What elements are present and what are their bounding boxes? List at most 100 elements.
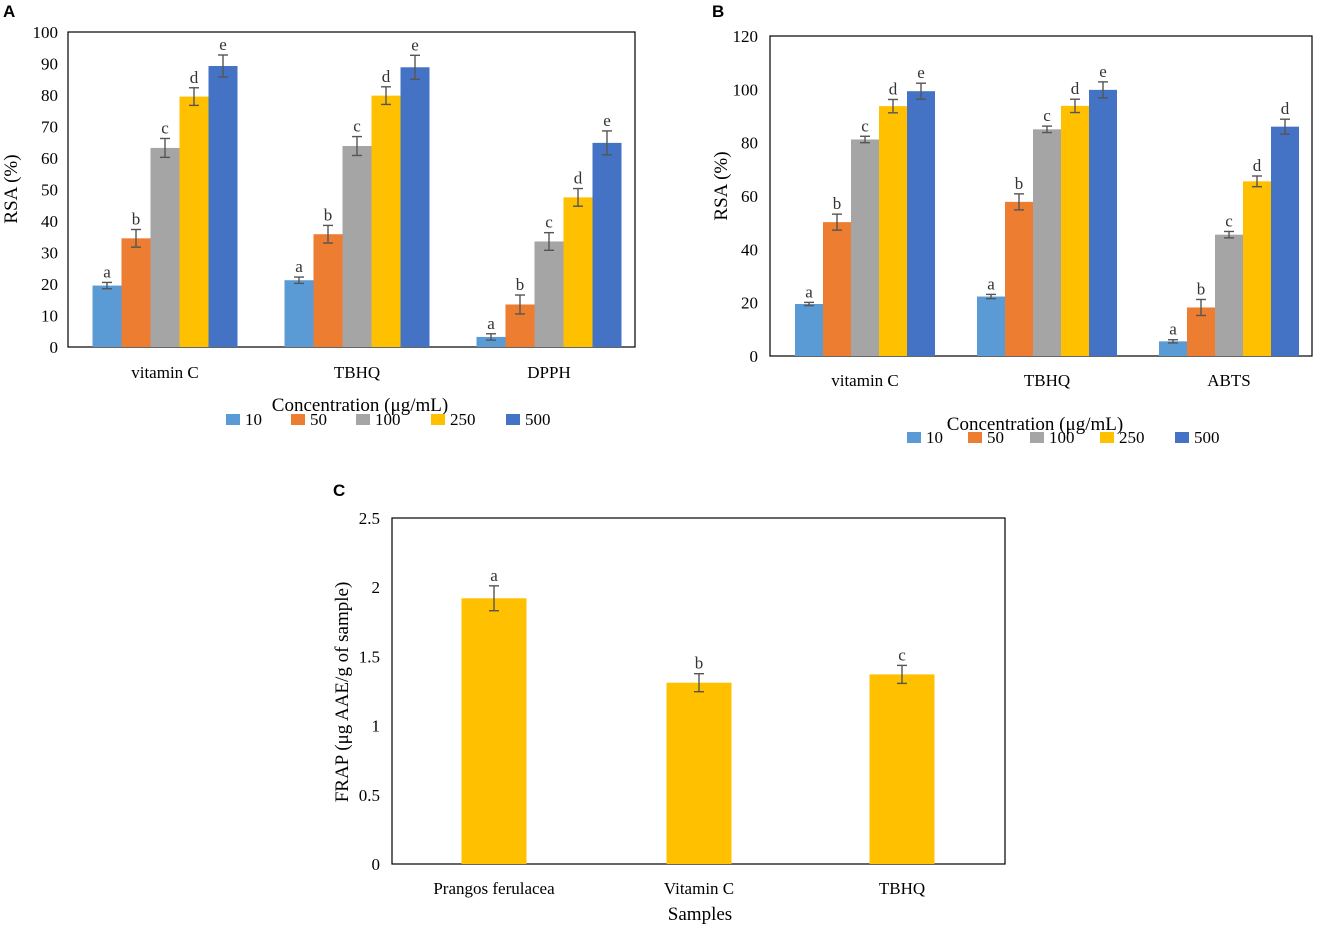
legend-swatch [291, 414, 305, 425]
y-tick-label: 70 [41, 118, 58, 137]
y-tick-label: 30 [41, 244, 58, 263]
y-tick-label: 40 [41, 212, 58, 231]
significance-label: c [898, 645, 906, 664]
significance-label: d [574, 169, 583, 188]
significance-label: b [833, 194, 842, 213]
legend-swatch [1030, 432, 1044, 443]
significance-label: a [1169, 320, 1177, 339]
significance-label: c [861, 116, 869, 135]
significance-label: e [603, 111, 611, 130]
panel-a-bars: a b c d e a b c d e a b c d e [92, 35, 622, 348]
y-tick-label: 2 [372, 578, 381, 597]
y-tick-label: 1 [372, 717, 381, 736]
significance-label: d [889, 79, 898, 98]
y-tick-label: 1.5 [359, 647, 380, 666]
bar [476, 336, 506, 347]
bar [1005, 201, 1033, 356]
bar [208, 66, 238, 348]
panel-c-chart: C 0 0.5 1 1.5 2 2.5 a b c Prangos ferulacea Vita… [332, 481, 1006, 925]
significance-label: d [1253, 156, 1262, 175]
bar [1061, 105, 1089, 356]
bar [313, 234, 343, 347]
legend-swatch [226, 414, 240, 425]
panel-b-y-ticks: 0 20 40 60 80 100 120 [733, 27, 759, 366]
significance-label: a [295, 257, 303, 276]
legend-label: 500 [1194, 428, 1220, 447]
significance-label: a [987, 274, 995, 293]
significance-label: e [219, 35, 227, 54]
y-tick-label: 0 [750, 347, 759, 366]
significance-label: c [1225, 211, 1233, 230]
significance-label: a [487, 314, 495, 333]
legend-swatch [506, 414, 520, 425]
significance-label: a [490, 566, 498, 585]
bar [795, 304, 823, 356]
bar [1159, 341, 1187, 356]
y-tick-label: 40 [741, 240, 758, 259]
category-label: TBHQ [334, 363, 380, 382]
panel-b-y-axis-title: RSA (%) [711, 151, 732, 220]
panel-a-chart: A 0 10 20 30 40 50 60 70 80 90 100 a b c d e a b c d e a b c d e… [1, 2, 636, 429]
panel-c-y-axis-title: FRAP (μg AAE/g of sample) [332, 582, 353, 803]
legend-label: 100 [375, 410, 401, 429]
significance-label: c [1043, 106, 1051, 125]
category-label: TBHQ [1024, 371, 1070, 390]
significance-label: b [516, 275, 525, 294]
legend-swatch [907, 432, 921, 443]
significance-label: b [1197, 279, 1206, 298]
panel-a-x-axis-title: Concentration (μg/mL) [272, 395, 448, 416]
bar [371, 95, 401, 347]
bar [1215, 234, 1243, 356]
category-label: DPPH [527, 363, 570, 382]
significance-label: d [382, 67, 391, 86]
bar [534, 241, 564, 347]
panel-a-y-ticks: 0 10 20 30 40 50 60 70 80 90 100 [33, 23, 59, 357]
significance-label: e [1099, 62, 1107, 81]
legend-label: 250 [1119, 428, 1145, 447]
y-tick-label: 60 [741, 187, 758, 206]
bar [666, 682, 732, 864]
panel-c-x-axis-title: Samples [668, 904, 732, 925]
panel-a-letter: A [3, 2, 15, 21]
y-tick-label: 100 [33, 23, 59, 42]
y-tick-label: 60 [41, 149, 58, 168]
bar [977, 296, 1005, 356]
significance-label: b [132, 210, 141, 229]
y-tick-label: 50 [41, 181, 58, 200]
panel-a-category-labels: vitamin C TBHQ DPPH [131, 363, 571, 382]
y-tick-label: 100 [733, 80, 759, 99]
legend-label: 500 [525, 410, 551, 429]
legend-swatch [1175, 432, 1189, 443]
y-tick-label: 10 [41, 307, 58, 326]
category-label: vitamin C [131, 363, 199, 382]
bar [823, 222, 851, 356]
y-tick-label: 20 [41, 275, 58, 294]
bar [179, 96, 209, 347]
bar [1271, 126, 1299, 357]
panel-c-letter: C [333, 481, 345, 500]
category-label: Vitamin C [664, 879, 734, 898]
bar [1089, 89, 1117, 356]
significance-label: b [324, 205, 333, 224]
panel-a-legend: 10 50 100 250 500 [226, 410, 551, 429]
y-tick-label: 80 [41, 86, 58, 105]
bar [869, 674, 935, 864]
category-label: Prangos ferulacea [433, 879, 555, 898]
panel-b-letter: B [712, 2, 724, 21]
significance-label: c [353, 117, 361, 136]
bar [563, 197, 593, 347]
legend-swatch [968, 432, 982, 443]
bar [121, 238, 151, 347]
bar [1033, 129, 1061, 356]
y-tick-label: 2.5 [359, 509, 380, 528]
significance-label: d [1071, 79, 1080, 98]
legend-label: 10 [926, 428, 943, 447]
panel-c-y-ticks: 0 0.5 1 1.5 2 2.5 [359, 509, 380, 874]
panel-c-bars: a b c [461, 566, 935, 864]
significance-label: d [1281, 99, 1290, 118]
significance-label: d [190, 68, 199, 87]
legend-swatch [431, 414, 445, 425]
y-tick-label: 80 [741, 134, 758, 153]
